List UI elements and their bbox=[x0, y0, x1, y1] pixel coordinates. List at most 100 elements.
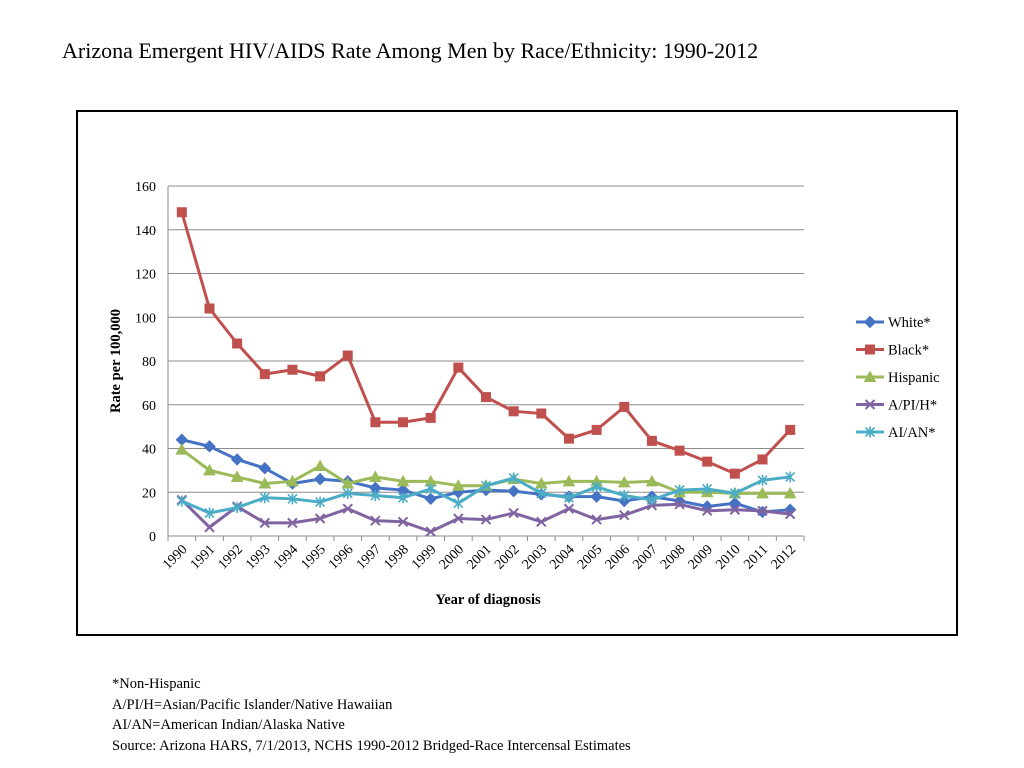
data-point-ai-an bbox=[480, 480, 492, 492]
legend-label: A/PI/H* bbox=[888, 398, 937, 414]
x-tick-label: 1996 bbox=[326, 542, 356, 572]
series-line-black bbox=[180, 211, 792, 476]
data-point-black bbox=[674, 445, 685, 456]
data-point-black bbox=[398, 417, 409, 428]
data-point-a-pi-h bbox=[425, 526, 436, 537]
y-axis-title: Rate per 100,000 bbox=[108, 309, 124, 413]
x-tick-label: 1995 bbox=[299, 542, 329, 572]
legend-marker bbox=[865, 344, 875, 355]
data-point-hispanic bbox=[452, 479, 465, 491]
data-point-a-pi-h bbox=[508, 507, 519, 519]
data-point-a-pi-h bbox=[287, 517, 298, 529]
data-point-a-pi-h bbox=[259, 517, 270, 529]
data-point-black bbox=[481, 392, 491, 403]
data-point-hispanic bbox=[203, 463, 216, 476]
data-point-ai-an bbox=[674, 484, 685, 496]
data-point-a-pi-h bbox=[342, 503, 353, 514]
x-tick-label: 1998 bbox=[381, 542, 411, 572]
data-point-a-pi-h bbox=[536, 516, 547, 527]
x-tick-label: 1999 bbox=[409, 542, 439, 572]
data-point-white bbox=[590, 490, 603, 503]
data-point-black bbox=[563, 433, 574, 444]
data-point-a-pi-h bbox=[314, 513, 326, 524]
data-point-a-pi-h bbox=[453, 513, 464, 524]
x-tick-label: 1993 bbox=[243, 542, 273, 572]
data-point-black bbox=[729, 468, 740, 479]
x-tick-label: 2003 bbox=[520, 542, 550, 572]
legend-item-white: White* bbox=[856, 315, 931, 331]
data-point-a-pi-h bbox=[757, 505, 768, 517]
x-tick-label: 2012 bbox=[769, 542, 799, 572]
data-point-hispanic bbox=[230, 470, 244, 482]
data-point-a-pi-h bbox=[729, 504, 741, 515]
legend-marker bbox=[863, 370, 877, 382]
data-point-black bbox=[508, 406, 519, 417]
data-point-ai-an bbox=[619, 490, 630, 502]
data-point-ai-an bbox=[591, 481, 602, 493]
data-point-black bbox=[591, 424, 602, 435]
legend-marker bbox=[864, 399, 876, 410]
data-point-ai-an bbox=[397, 492, 409, 504]
x-tick-label: 2006 bbox=[603, 542, 633, 572]
x-tick-label: 2007 bbox=[630, 542, 660, 572]
legend-item-black: Black* bbox=[856, 343, 929, 359]
data-point-ai-an bbox=[646, 494, 657, 506]
series-ai-an bbox=[176, 471, 796, 519]
legend-item-ai-an: AI/AN* bbox=[856, 425, 936, 441]
data-point-hispanic bbox=[617, 475, 631, 488]
data-point-ai-an bbox=[508, 472, 519, 484]
y-tick-label: 140 bbox=[135, 224, 156, 239]
legend-item-a-pi-h: A/PI/H* bbox=[856, 398, 937, 414]
data-point-white bbox=[230, 453, 244, 466]
x-tick-label: 2001 bbox=[464, 542, 494, 572]
x-tick-label: 1991 bbox=[188, 542, 218, 572]
x-tick-label: 1997 bbox=[354, 542, 384, 572]
x-tick-label: 1992 bbox=[216, 542, 246, 572]
x-tick-label: 2008 bbox=[658, 542, 688, 572]
x-tick-label: 2002 bbox=[492, 542, 522, 572]
data-point-a-pi-h bbox=[397, 516, 409, 527]
data-point-white bbox=[507, 484, 520, 498]
data-point-ai-an bbox=[536, 487, 547, 499]
data-point-hispanic bbox=[369, 470, 382, 482]
data-point-a-pi-h bbox=[619, 510, 630, 521]
data-point-ai-an bbox=[425, 483, 436, 495]
data-point-ai-an bbox=[370, 490, 381, 502]
y-tick-label: 160 bbox=[135, 180, 156, 195]
data-point-a-pi-h bbox=[204, 522, 215, 533]
footnote-source: Source: Arizona HARS, 7/1/2013, NCHS 199… bbox=[112, 737, 631, 754]
y-tick-label: 100 bbox=[135, 311, 156, 326]
data-point-hispanic bbox=[783, 486, 797, 499]
data-point-black bbox=[287, 364, 298, 375]
data-point-ai-an bbox=[702, 483, 713, 495]
footnote-aian: AI/AN=American Indian/Alaska Native bbox=[112, 717, 345, 733]
x-tick-label: 1990 bbox=[160, 542, 190, 572]
data-point-ai-an bbox=[757, 474, 768, 486]
legend-label: AI/AN* bbox=[888, 425, 936, 441]
data-point-ai-an bbox=[315, 496, 326, 508]
data-point-a-pi-h bbox=[591, 514, 602, 525]
data-point-ai-an bbox=[176, 495, 187, 507]
data-point-ai-an bbox=[563, 492, 575, 504]
data-point-black bbox=[785, 424, 796, 435]
data-point-black bbox=[619, 401, 630, 412]
data-point-hispanic bbox=[645, 474, 659, 487]
data-point-a-pi-h bbox=[370, 515, 381, 526]
data-point-ai-an bbox=[785, 471, 796, 483]
legend-marker bbox=[864, 426, 876, 438]
x-axis-title: Year of diagnosis bbox=[435, 592, 541, 608]
data-point-a-pi-h bbox=[563, 503, 575, 514]
data-point-black bbox=[259, 369, 270, 380]
data-point-ai-an bbox=[342, 487, 353, 499]
chart-frame: 0 20 40 60 80 100 120 140 160 1990 1991 1992 1993 199… bbox=[76, 110, 958, 636]
x-tick-label: 1994 bbox=[271, 542, 301, 572]
data-point-hispanic bbox=[756, 486, 769, 499]
footnote-non-hispanic: *Non-Hispanic bbox=[112, 676, 201, 692]
data-point-black bbox=[204, 303, 215, 314]
x-tick-label: 2011 bbox=[741, 542, 771, 572]
series-a-pi-h bbox=[176, 494, 796, 537]
y-tick-label: 40 bbox=[142, 443, 156, 458]
data-point-white bbox=[258, 461, 271, 475]
data-point-black bbox=[453, 362, 464, 373]
data-point-hispanic bbox=[175, 443, 189, 455]
